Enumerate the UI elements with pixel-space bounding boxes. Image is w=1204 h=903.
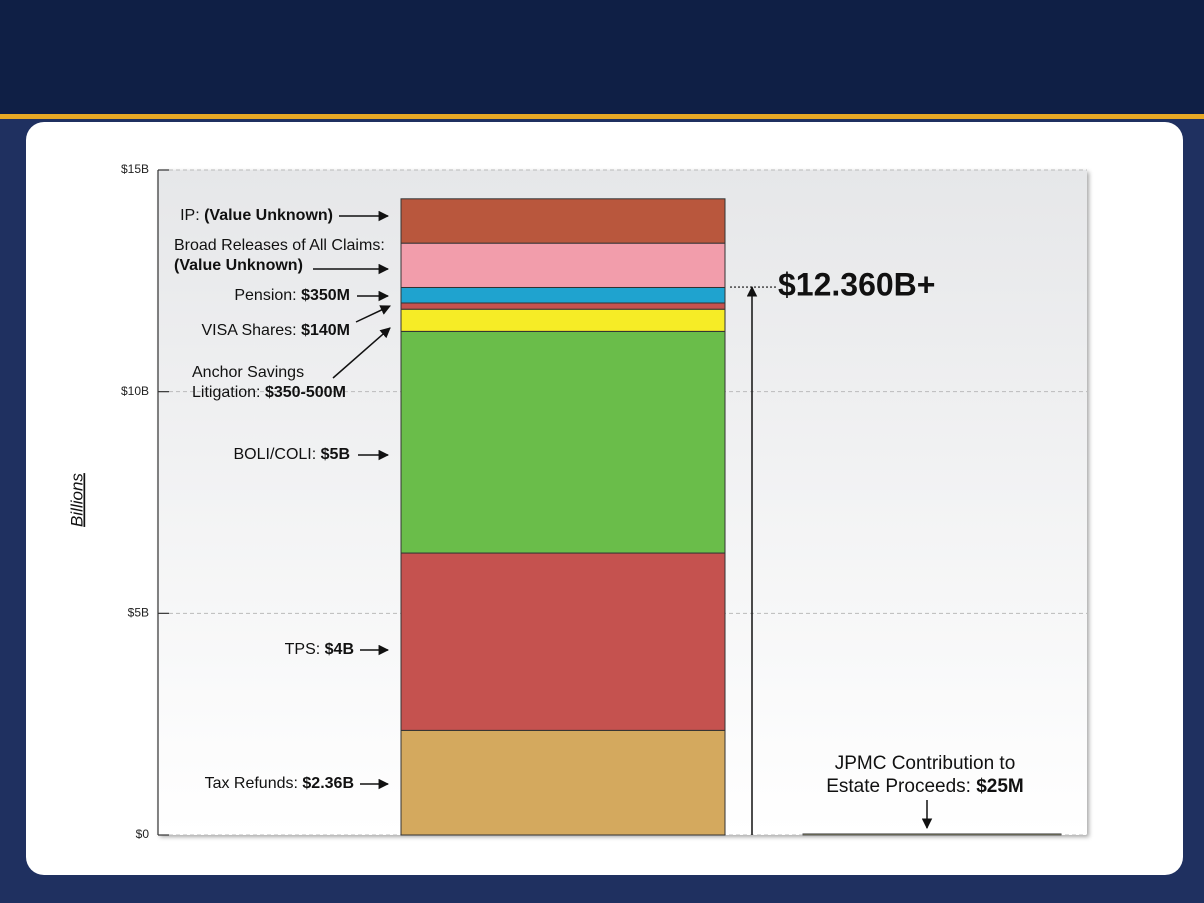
contribution-value-label: $25M bbox=[976, 776, 1024, 797]
label-arrow bbox=[332, 327, 391, 379]
contribution-label: JPMC Contribution to Estate Proceeds: $2… bbox=[815, 752, 1035, 798]
bar-segment bbox=[400, 308, 726, 332]
bar-segment bbox=[400, 242, 726, 288]
bar-segment bbox=[400, 198, 726, 244]
segment-value-label: (Value Unknown) bbox=[204, 207, 333, 224]
segment-name: Anchor Savings Litigation: bbox=[192, 364, 305, 401]
segment-name: IP: bbox=[180, 207, 200, 224]
bar-segment bbox=[400, 330, 726, 554]
segment-value-label: $5B bbox=[320, 446, 350, 463]
y-axis-label: Billions bbox=[67, 473, 86, 527]
y-tick-label: $15B bbox=[121, 162, 149, 176]
bar-segment bbox=[400, 552, 726, 731]
segment-name: TPS: bbox=[284, 641, 321, 658]
segment-value-label: $350-500M bbox=[264, 384, 346, 401]
y-tick-label: $5B bbox=[128, 606, 149, 620]
segment-value-label: (Value Unknown) bbox=[174, 257, 303, 274]
header-rule bbox=[0, 114, 1204, 119]
segment-value-label: $2.36B bbox=[302, 775, 354, 792]
label-arrow bbox=[355, 305, 391, 323]
segment-label: VISA Shares: $140M bbox=[201, 321, 350, 341]
segment-name: Broad Releases of All Claims: bbox=[174, 237, 385, 254]
segment-label: Tax Refunds: $2.36B bbox=[205, 774, 354, 794]
segment-name: Tax Refunds: bbox=[204, 775, 298, 792]
segment-label: Broad Releases of All Claims: (Value Unk… bbox=[174, 236, 385, 276]
segment-name: Pension: bbox=[234, 287, 297, 304]
header-band bbox=[0, 0, 1204, 114]
segment-label: TPS: $4B bbox=[285, 640, 354, 660]
total-label: $12.360B+ bbox=[778, 266, 935, 302]
segment-name: BOLI/COLI: bbox=[233, 446, 317, 463]
segment-label: Pension: $350M bbox=[234, 286, 350, 306]
segment-value-label: $4B bbox=[324, 641, 354, 658]
bar-segment bbox=[400, 729, 726, 836]
bar-segment bbox=[400, 302, 726, 310]
segment-label: Anchor Savings Litigation: $350-500M bbox=[192, 363, 364, 403]
contribution-bar bbox=[802, 833, 1062, 836]
bar-segment bbox=[400, 286, 726, 304]
segment-label: IP: (Value Unknown) bbox=[180, 206, 333, 226]
segment-value-label: $350M bbox=[301, 287, 350, 304]
contribution-name: JPMC Contribution to Estate Proceeds: bbox=[826, 753, 1016, 797]
segment-value-label: $140M bbox=[301, 322, 350, 339]
segment-name: VISA Shares: bbox=[201, 322, 297, 339]
y-tick-label: $10B bbox=[121, 384, 149, 398]
segment-label: BOLI/COLI: $5B bbox=[233, 445, 350, 465]
y-tick-label: $0 bbox=[136, 827, 150, 841]
